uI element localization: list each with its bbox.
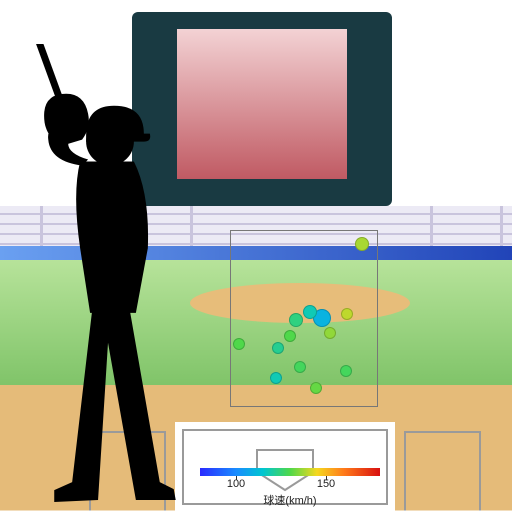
pitch-marker — [341, 308, 353, 320]
pitch-marker — [272, 342, 284, 354]
batter-silhouette — [10, 44, 210, 512]
speed-colorbar — [200, 468, 380, 476]
pitch-marker — [324, 327, 336, 339]
pitch-marker — [270, 372, 282, 384]
pitch-marker — [233, 338, 245, 350]
strike-zone — [230, 230, 378, 407]
pitch-marker — [284, 330, 296, 342]
speed-colorbar-title: 球速(km/h) — [263, 492, 316, 508]
pitch-marker — [294, 361, 306, 373]
chart-root: 100150 球速(km/h) — [0, 0, 512, 512]
pitch-marker — [303, 305, 317, 319]
pitch-marker — [289, 313, 303, 327]
pitch-marker — [355, 237, 369, 251]
pitch-marker — [340, 365, 352, 377]
pitch-marker — [310, 382, 322, 394]
